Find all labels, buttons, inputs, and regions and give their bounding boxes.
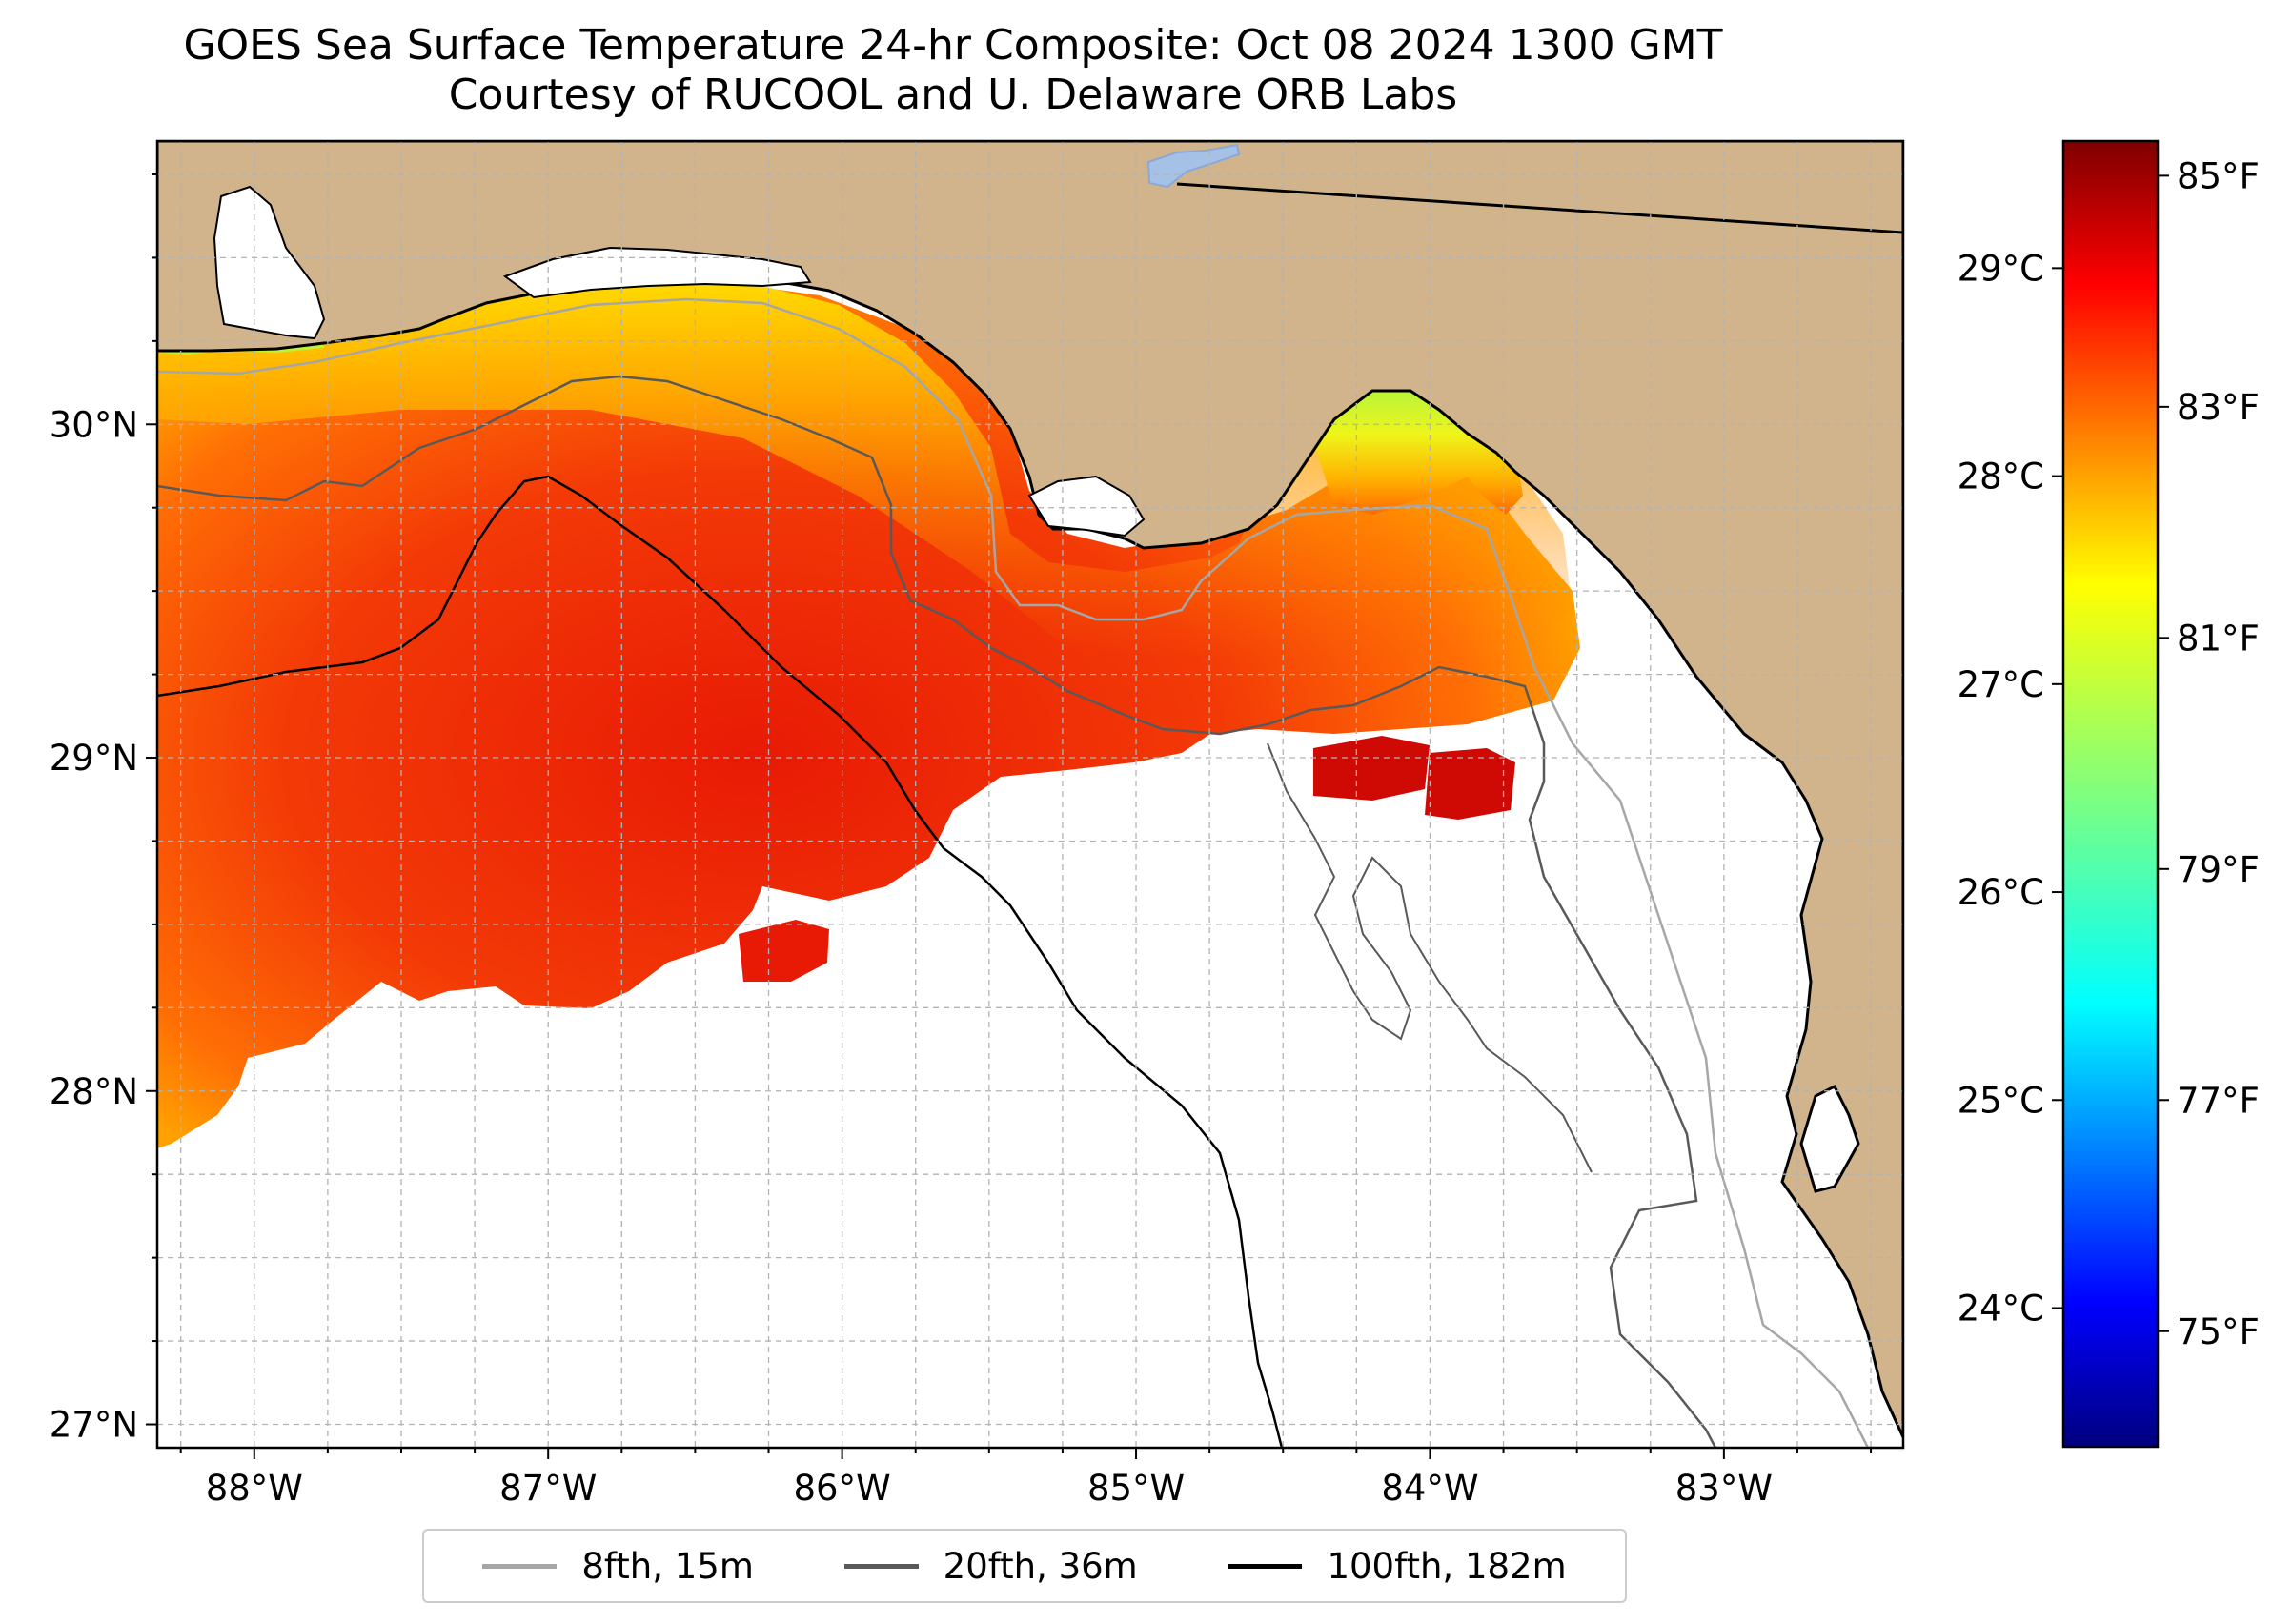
isobath-legend: 8fth, 15m 20fth, 36m 100fth, 182m xyxy=(422,1529,1627,1603)
lon-tick-label: 88°W xyxy=(206,1468,303,1509)
isobath-100fth xyxy=(157,475,1284,1448)
colorbar-celsius-axis: 29°C 28°C 27°C 26°C 25°C 24°C xyxy=(1958,248,2063,1330)
lat-tick-label: 30°N xyxy=(50,404,138,445)
lat-tick-label: 28°N xyxy=(50,1071,138,1112)
map-title: GOES Sea Surface Temperature 24-hr Compo… xyxy=(0,21,1906,120)
isobath-20fth xyxy=(157,375,1717,1448)
legend-swatch-100fth xyxy=(1228,1563,1303,1569)
longitude-axis: 88°W 87°W 86°W 85°W 84°W 83°W xyxy=(179,1448,1873,1509)
isobath-20fth-bigbend-detail xyxy=(1267,742,1593,1173)
colorbar-fahrenheit-label: 79°F xyxy=(2177,849,2260,890)
title-line-1: GOES Sea Surface Temperature 24-hr Compo… xyxy=(183,21,1723,70)
sst-shore-band xyxy=(157,278,1573,658)
title-line-2: Courtesy of RUCOOL and U. Delaware ORB L… xyxy=(448,71,1458,119)
sst-patch-east-2 xyxy=(1425,748,1515,820)
colorbar-fahrenheit-axis: 85°F 83°F 81°F 79°F 77°F 75°F xyxy=(2158,155,2260,1352)
colorbar-fahrenheit-label: 83°F xyxy=(2177,387,2260,428)
colorbar-celsius-label: 26°C xyxy=(1958,872,2044,913)
colorbar-celsius-label: 27°C xyxy=(1958,664,2044,705)
legend-swatch-8fth xyxy=(482,1563,558,1569)
lon-tick-label: 86°W xyxy=(794,1468,891,1509)
colorbar-celsius-label: 25°C xyxy=(1958,1080,2044,1121)
latitude-axis: 30°N 29°N 28°N 27°N xyxy=(50,173,157,1446)
lon-tick-label: 83°W xyxy=(1675,1468,1773,1509)
colorbar-celsius-label: 28°C xyxy=(1958,457,2044,497)
tampa-bay-water xyxy=(1799,1084,1860,1193)
colorbar-fahrenheit-label: 81°F xyxy=(2177,618,2260,659)
sst-patch-east-1 xyxy=(1313,736,1430,801)
map-gridlines xyxy=(157,141,1903,1448)
lat-tick-label: 27°N xyxy=(50,1405,138,1446)
map-panel xyxy=(157,141,1903,1448)
legend-item-20fth: 20fth, 36m xyxy=(843,1545,1138,1587)
lake-seminole xyxy=(1146,143,1241,189)
lon-tick-label: 85°W xyxy=(1087,1468,1185,1509)
colorbar xyxy=(2061,139,2160,1449)
lon-tick-label: 87°W xyxy=(499,1468,597,1509)
pensacola-bay-water xyxy=(213,185,326,340)
map-frame xyxy=(155,139,1905,1450)
choctawhatchee-bay-water xyxy=(502,246,812,299)
legend-item-100fth: 100fth, 182m xyxy=(1228,1545,1567,1587)
legend-swatch-20fth xyxy=(843,1563,919,1569)
legend-label-20fth: 20fth, 36m xyxy=(943,1545,1138,1587)
lon-tick-label: 84°W xyxy=(1381,1468,1478,1509)
isobath-8fth xyxy=(157,297,1870,1448)
colorbar-fahrenheit-label: 85°F xyxy=(2177,155,2260,196)
colorbar-celsius-label: 29°C xyxy=(1958,248,2044,289)
legend-label-8fth: 8fth, 15m xyxy=(581,1545,754,1587)
state-boundary-line xyxy=(1176,182,1903,234)
colorbar-fahrenheit-label: 75°F xyxy=(2177,1311,2260,1352)
lat-tick-label: 29°N xyxy=(50,738,138,779)
apalachicola-bay-water xyxy=(1027,475,1146,538)
legend-label-100fth: 100fth, 182m xyxy=(1327,1545,1567,1587)
colorbar-fahrenheit-label: 77°F xyxy=(2177,1080,2260,1121)
colorbar-celsius-label: 24°C xyxy=(1958,1289,2044,1330)
sst-patch-offshore xyxy=(739,920,829,982)
legend-item-8fth: 8fth, 15m xyxy=(482,1546,754,1587)
